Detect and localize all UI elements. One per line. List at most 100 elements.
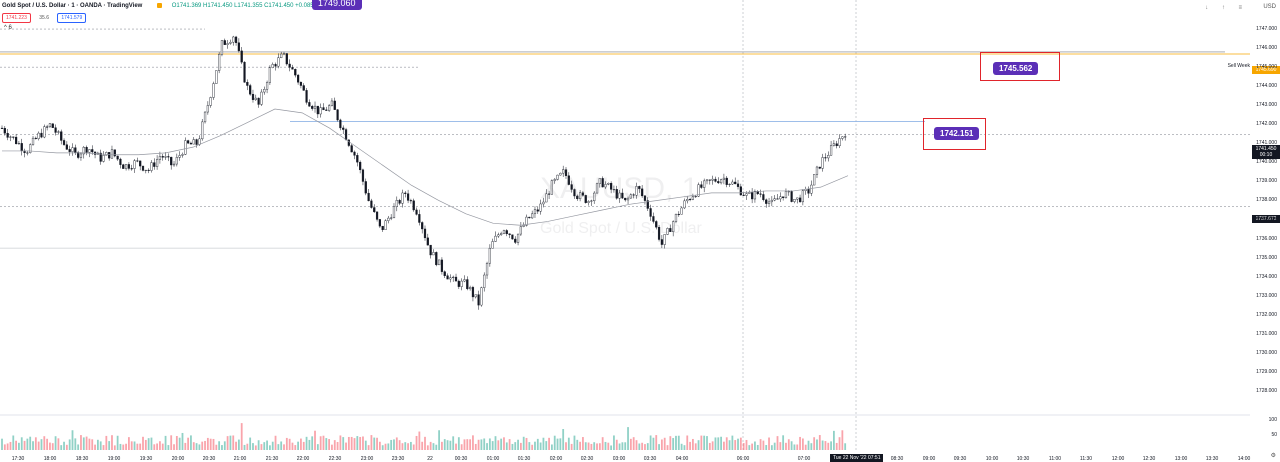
currency-selector[interactable]: USD <box>1263 4 1276 10</box>
volume-bar <box>573 435 576 450</box>
volume-bar <box>641 442 644 450</box>
volume-bar <box>395 437 398 450</box>
candle <box>711 175 714 185</box>
volume-bar <box>556 438 559 450</box>
candle-body <box>404 192 407 194</box>
candle-body <box>494 235 497 242</box>
volume-bar <box>816 439 818 450</box>
candle <box>144 169 147 174</box>
collapse-indicators-icon[interactable]: ^ 6 <box>4 25 12 31</box>
candle-body <box>311 106 314 109</box>
volume-bar <box>49 442 51 450</box>
candles <box>0 35 847 310</box>
candle-body <box>254 97 257 100</box>
candle-body <box>350 145 353 153</box>
candle <box>336 109 339 122</box>
candle <box>99 149 102 165</box>
sell-button[interactable]: 1741.223 <box>2 13 31 23</box>
volume-bar <box>32 441 34 450</box>
candle <box>367 189 370 202</box>
candle-body <box>291 67 294 70</box>
candle-body <box>784 191 788 198</box>
chart-canvas[interactable] <box>0 0 1252 462</box>
volume-bar <box>830 441 832 450</box>
candle <box>254 94 257 102</box>
volume-bar <box>108 441 111 450</box>
candle <box>466 276 469 291</box>
candle-body <box>463 279 466 282</box>
chart-toolbar-icons[interactable]: ↓ ↑ ≡ <box>1205 5 1248 11</box>
candle-body <box>536 209 539 212</box>
volume-tick-label: 50 <box>1271 432 1277 438</box>
volume-bar <box>714 437 717 450</box>
candle-body <box>519 226 522 235</box>
x-tick-label: 17:30 <box>11 456 25 462</box>
candle-body <box>483 274 486 288</box>
volume-bar <box>680 443 683 450</box>
volume-bar <box>257 440 260 450</box>
candle <box>153 158 156 170</box>
candle-body <box>497 234 500 237</box>
candle-body <box>153 162 156 167</box>
candle-body <box>477 294 480 306</box>
candle <box>415 207 418 216</box>
candle-body <box>124 164 128 169</box>
candle <box>150 160 153 173</box>
candle <box>203 111 207 124</box>
candle-body <box>779 196 782 200</box>
volume-bar <box>756 444 759 450</box>
buy-button[interactable]: 1741.579 <box>57 13 87 23</box>
candle <box>375 211 379 222</box>
y-tick-label: 1729.000 <box>1256 368 1277 375</box>
volume-bar <box>689 441 691 450</box>
candle-body <box>440 259 444 272</box>
candle <box>412 198 415 212</box>
candle <box>739 183 742 196</box>
candle <box>829 140 833 156</box>
volume-bar <box>263 442 266 450</box>
volume-bar <box>144 439 147 450</box>
candle <box>409 198 412 204</box>
y-tick-label: 1741.000 <box>1256 140 1277 147</box>
volume-bar <box>237 439 240 450</box>
candle-body <box>198 138 201 145</box>
candle-body <box>742 194 745 196</box>
candle <box>587 200 590 206</box>
candle <box>767 197 771 207</box>
volume-bar <box>316 444 319 450</box>
candle <box>189 141 193 145</box>
candle <box>288 59 291 72</box>
candle <box>398 198 401 206</box>
volume-bar <box>85 436 88 450</box>
candle <box>246 79 249 91</box>
candle <box>23 148 26 158</box>
candle-body <box>722 177 726 180</box>
candle-body <box>415 209 418 215</box>
volume-bar <box>421 441 424 450</box>
settings-icon[interactable]: ⚙ <box>1270 453 1276 459</box>
x-tick-label: 23:00 <box>360 456 374 462</box>
candle <box>26 150 29 156</box>
candle-body <box>342 127 345 130</box>
candle-body <box>460 280 463 287</box>
x-tick-label: 13:30 <box>1205 456 1219 462</box>
volume-bar <box>790 441 793 450</box>
candle <box>485 261 489 279</box>
volume-bar <box>632 437 635 450</box>
candle-body <box>691 196 694 200</box>
candle <box>243 61 246 83</box>
candle <box>43 124 46 139</box>
candle-body <box>734 181 737 185</box>
volume-bar <box>491 441 494 450</box>
candle <box>688 198 692 202</box>
candle-body <box>457 280 460 287</box>
candle <box>832 140 835 147</box>
volume-bar <box>460 444 463 450</box>
x-tick-label: 22:30 <box>328 456 342 462</box>
volume-bar <box>449 440 452 450</box>
volume-bar <box>54 436 57 450</box>
symbol-title[interactable]: Gold Spot / U.S. Dollar · 1 · OANDA · Tr… <box>2 3 143 10</box>
x-tick-label: 01:30 <box>517 456 531 462</box>
candle-body <box>759 193 762 195</box>
candle <box>480 286 483 307</box>
